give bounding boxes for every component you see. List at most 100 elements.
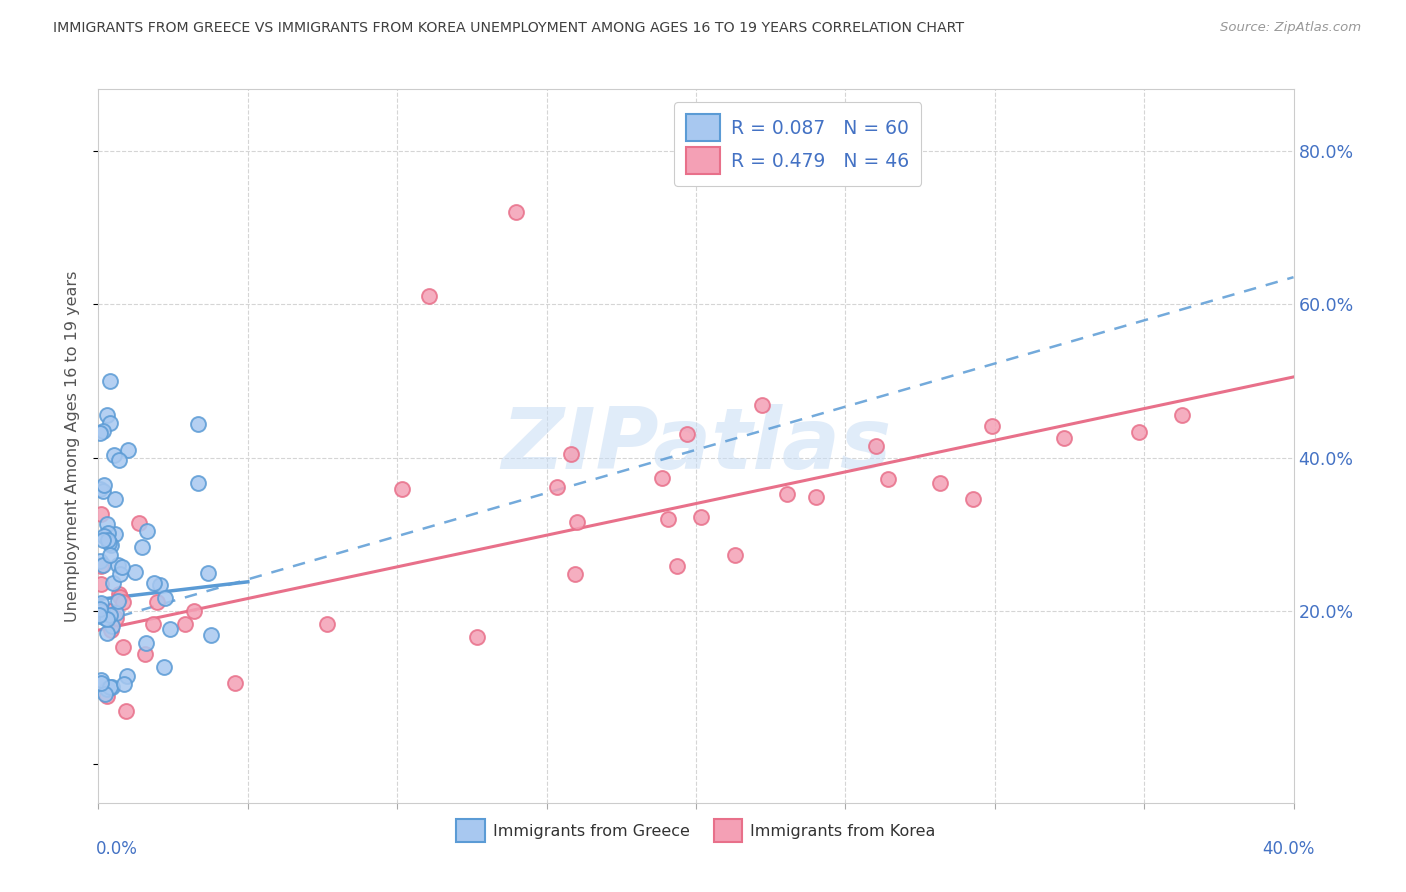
Point	[89, 482, 111, 496]
Point	[187, 476, 209, 491]
Point	[111, 559, 134, 574]
Point	[153, 591, 176, 605]
Point	[567, 516, 589, 530]
Text: Source: ZipAtlas.com: Source: ZipAtlas.com	[1220, 21, 1361, 35]
Point	[148, 578, 170, 592]
Point	[98, 680, 121, 694]
Point	[98, 536, 121, 550]
Point	[115, 704, 138, 718]
Point	[651, 471, 673, 485]
Point	[98, 549, 121, 563]
Point	[200, 628, 222, 642]
Point	[90, 576, 112, 591]
Point	[724, 548, 747, 562]
Point	[90, 606, 112, 620]
Point	[89, 602, 111, 616]
Point	[104, 527, 127, 541]
Point	[91, 533, 114, 547]
Point	[89, 553, 111, 567]
Point	[112, 595, 135, 609]
Point	[104, 606, 127, 620]
Point	[93, 529, 115, 543]
Point	[103, 448, 125, 462]
Point	[93, 478, 115, 492]
Point	[96, 517, 118, 532]
Point	[108, 567, 131, 582]
Point	[136, 524, 159, 538]
Text: 0.0%: 0.0%	[96, 840, 138, 858]
Point	[90, 673, 112, 688]
Point	[187, 417, 209, 432]
Point	[391, 482, 413, 496]
Point	[465, 630, 488, 644]
Point	[89, 425, 111, 440]
Text: ZIPatlas: ZIPatlas	[501, 404, 891, 488]
Point	[94, 687, 117, 701]
Legend: Immigrants from Greece, Immigrants from Korea: Immigrants from Greece, Immigrants from …	[450, 813, 942, 848]
Point	[657, 512, 679, 526]
Point	[96, 409, 118, 423]
Point	[90, 507, 112, 521]
Point	[1170, 409, 1192, 423]
Point	[104, 611, 127, 625]
Point	[98, 608, 121, 623]
Point	[96, 689, 118, 703]
Point	[666, 559, 689, 574]
Point	[90, 559, 112, 574]
Point	[108, 587, 131, 601]
Point	[153, 659, 176, 673]
Point	[1053, 432, 1076, 446]
Point	[159, 623, 181, 637]
Point	[131, 540, 153, 554]
Point	[564, 567, 586, 582]
Text: 40.0%: 40.0%	[1263, 840, 1315, 858]
Point	[96, 626, 118, 640]
Point	[505, 205, 527, 219]
Point	[135, 636, 157, 650]
Point	[107, 558, 129, 573]
Point	[224, 676, 246, 690]
Point	[108, 453, 131, 467]
Point	[91, 558, 114, 572]
Point	[115, 668, 138, 682]
Point	[1128, 425, 1150, 439]
Point	[96, 682, 118, 697]
Point	[91, 483, 114, 498]
Point	[94, 610, 117, 624]
Point	[96, 612, 118, 626]
Point	[962, 491, 984, 506]
Point	[97, 533, 120, 548]
Text: IMMIGRANTS FROM GREECE VS IMMIGRANTS FROM KOREA UNEMPLOYMENT AMONG AGES 16 TO 19: IMMIGRANTS FROM GREECE VS IMMIGRANTS FRO…	[53, 21, 965, 36]
Point	[104, 491, 127, 506]
Point	[546, 480, 568, 494]
Point	[690, 509, 713, 524]
Point	[560, 447, 582, 461]
Point	[134, 648, 156, 662]
Point	[108, 590, 131, 604]
Point	[87, 607, 110, 622]
Point	[100, 538, 122, 552]
Point	[146, 595, 169, 609]
Point	[90, 596, 112, 610]
Point	[865, 439, 887, 453]
Point	[112, 677, 135, 691]
Point	[980, 419, 1002, 434]
Point	[90, 676, 112, 690]
Point	[142, 576, 165, 591]
Point	[103, 575, 125, 590]
Point	[197, 566, 219, 580]
Point	[929, 475, 952, 490]
Point	[107, 593, 129, 607]
Point	[804, 490, 827, 504]
Point	[101, 681, 124, 695]
Point	[117, 443, 139, 458]
Point	[90, 604, 112, 618]
Point	[98, 416, 122, 430]
Point	[876, 472, 898, 486]
Point	[91, 424, 114, 438]
Point	[97, 525, 120, 540]
Point	[418, 289, 440, 303]
Point	[173, 617, 195, 632]
Point	[100, 624, 122, 638]
Point	[98, 604, 121, 618]
